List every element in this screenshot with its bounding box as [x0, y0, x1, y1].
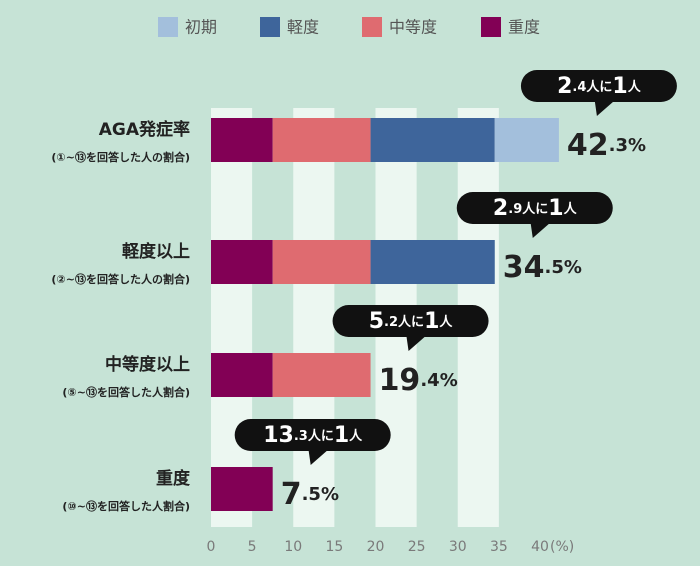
callout-bubble [520, 70, 677, 116]
bar-segment [211, 353, 273, 397]
total-label: 42.3% [567, 128, 646, 163]
x-tick-label: 5 [248, 539, 257, 555]
x-tick-label: 0 [207, 539, 216, 555]
legend-swatch [158, 17, 178, 37]
callout-text: 2.4人に1人 [557, 74, 642, 99]
total-label: 19.4% [379, 363, 458, 398]
category-label: 重度 [156, 468, 191, 489]
grid-stripe [293, 108, 335, 527]
total-label: 7.5% [281, 477, 339, 512]
callout-text: 2.9人に1人 [493, 196, 578, 221]
x-tick-label: 30 [449, 539, 467, 555]
legend-swatch [260, 17, 280, 37]
category-note: (②~⑬を回答した人の割合) [51, 272, 190, 286]
category-label: 軽度以上 [122, 241, 190, 262]
bar-segment [211, 240, 273, 284]
x-tick-label: 40 [531, 539, 549, 555]
callout-text: 5.2人に1人 [369, 309, 454, 334]
total-label: 34.5% [503, 250, 582, 285]
bar-segment [272, 240, 371, 284]
callout-text: 13.3人に1人 [263, 423, 363, 448]
legend-label: 中等度 [389, 18, 437, 37]
category-note: (①~⑬を回答した人の割合) [51, 150, 190, 164]
category-label: 中等度以上 [105, 354, 190, 375]
category-note: (⑩~⑬を回答した人割合) [62, 499, 190, 513]
bar-segment [272, 353, 371, 397]
legend-label: 初期 [185, 18, 217, 37]
category-note: (⑤~⑬を回答した人割合) [62, 385, 190, 399]
x-tick-label: 25 [408, 539, 426, 555]
x-tick-label: 20 [367, 539, 385, 555]
x-tick-label: 10 [284, 539, 302, 555]
bar-segment [211, 118, 273, 162]
bar-segment [370, 240, 495, 284]
bar-segment [370, 118, 495, 162]
legend-label: 軽度 [287, 18, 319, 37]
legend-swatch [481, 17, 501, 37]
grid-stripe [211, 108, 253, 527]
category-label: AGA発症率 [99, 119, 190, 140]
legend-label: 重度 [508, 18, 540, 37]
legend-swatch [362, 17, 382, 37]
x-unit: (%) [550, 539, 574, 555]
x-tick-label: 35 [490, 539, 508, 555]
bar-segment [211, 467, 273, 511]
x-tick-label: 15 [325, 539, 343, 555]
callout-bubble [234, 419, 391, 465]
callout-bubble [456, 192, 613, 238]
bar-segment [272, 118, 371, 162]
callout-bubble [332, 305, 489, 351]
bar-segment [494, 118, 559, 162]
